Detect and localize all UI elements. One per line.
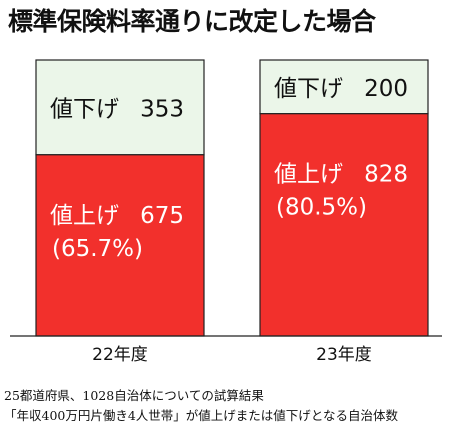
increase-percent-23: (80.5%) bbox=[276, 195, 367, 221]
labels-layer: 値下げ 353 値上げ 675 (65.7%) 22年度 値下げ 200 値上げ 828 (80.5… bbox=[50, 76, 408, 365]
chart-title: 標準保険料率通りに改定した場合 bbox=[8, 7, 376, 36]
decrease-value-22: 353 bbox=[140, 96, 184, 122]
increase-percent-22: (65.7%) bbox=[52, 236, 143, 262]
bar-increase-23 bbox=[259, 113, 429, 337]
increase-value-23: 828 bbox=[364, 162, 408, 188]
footnote-sample-size: 25都道府県、1028自治体についての試算結果 bbox=[4, 388, 264, 403]
bars-layer bbox=[35, 59, 429, 337]
decrease-label-23: 値下げ bbox=[274, 76, 343, 102]
bar-increase-22 bbox=[35, 154, 205, 337]
increase-label-22: 値上げ bbox=[50, 203, 119, 229]
footnote-description: 「年収400万円片働き4人世帯」が値上げまたは値下げとなる自治体数 bbox=[4, 408, 398, 423]
decrease-label-22: 値下げ bbox=[50, 96, 119, 122]
increase-value-22: 675 bbox=[140, 203, 184, 229]
category-label-22: 22年度 bbox=[92, 345, 148, 365]
decrease-value-23: 200 bbox=[364, 76, 408, 102]
category-label-23: 23年度 bbox=[316, 345, 372, 365]
increase-label-23: 値上げ bbox=[274, 162, 343, 188]
bar-decrease-23 bbox=[259, 59, 429, 115]
bar-decrease-22 bbox=[35, 59, 205, 156]
